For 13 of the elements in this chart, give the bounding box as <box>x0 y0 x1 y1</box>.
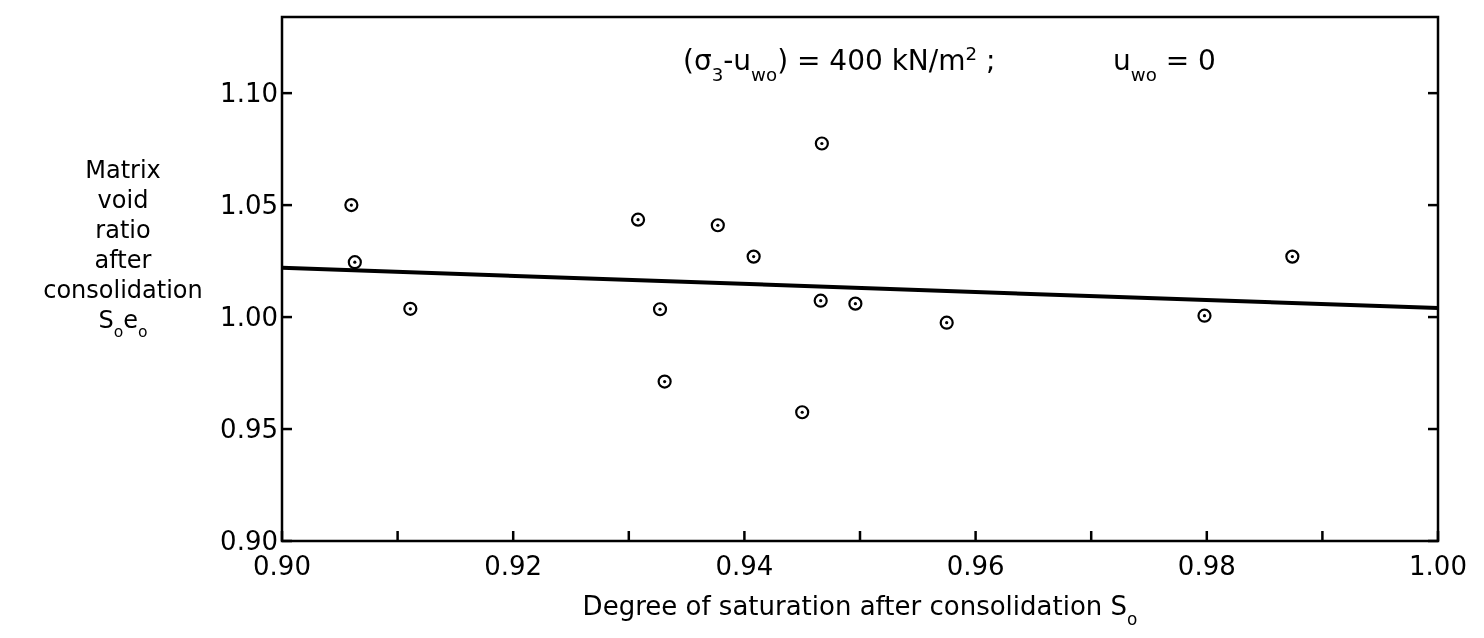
x-tick-label: 0.96 <box>946 551 1005 581</box>
x-axis-title: Degree of saturation after consolidation S$_{o}$ <box>582 591 1138 629</box>
y-tick-label: 1.05 <box>220 190 278 221</box>
annotation: (σ$_{3}$-u$_{wo}$) = 400 kN/m$^{2}$ ; <box>683 42 996 85</box>
x-tick-label: 0.92 <box>484 551 543 581</box>
y-tick-label: 0.95 <box>220 414 278 445</box>
y-tick-label: 1.10 <box>220 78 278 109</box>
text: Matrix void ratio after consolidation S$_{o}$e$_{o}$ <box>43 156 203 341</box>
annotation: u$_{wo}$ = 0 <box>1113 44 1216 85</box>
y-tick-label: 1.00 <box>220 302 278 333</box>
x-tick-label: 0.98 <box>1177 551 1236 581</box>
x-tick-label: 1.00 <box>1409 551 1467 581</box>
x-tick-label: 0.94 <box>715 551 774 581</box>
